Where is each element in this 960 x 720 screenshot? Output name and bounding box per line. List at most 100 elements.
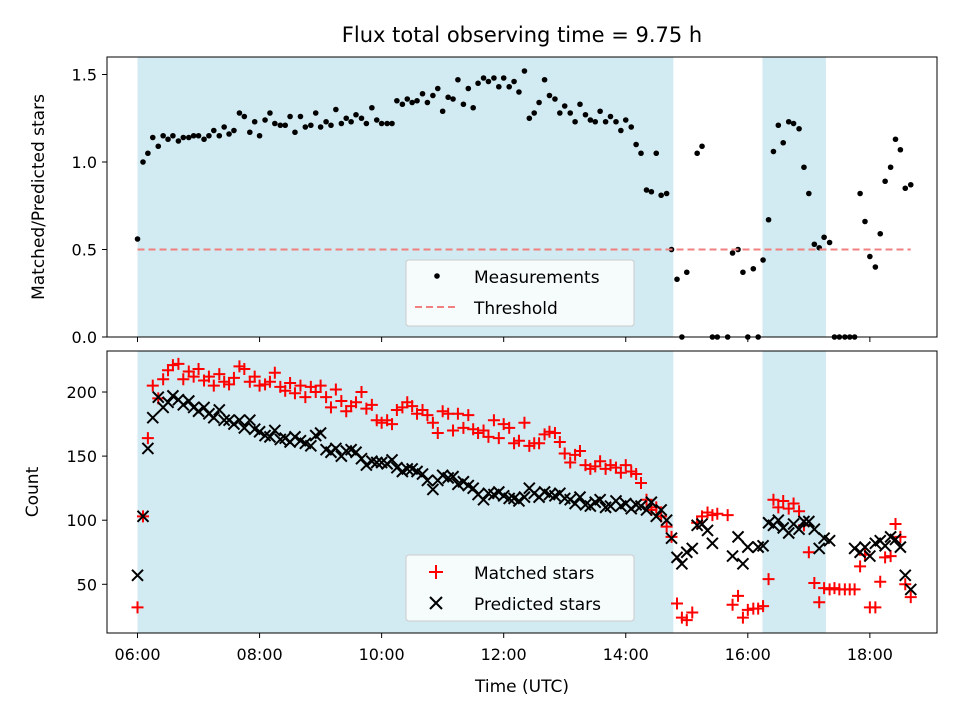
measurement-point (760, 257, 766, 263)
measurement-point (622, 117, 629, 123)
matched-star-point (660, 520, 673, 533)
measurement-point (597, 108, 603, 115)
measurement-point (267, 110, 273, 116)
matched-star-point (741, 603, 754, 616)
measurement-point (907, 181, 914, 188)
matched-star-point (884, 550, 897, 563)
matched-star-point (462, 409, 475, 422)
y-tick-label: 200 (66, 383, 97, 402)
matched-star-point (406, 400, 419, 413)
measurement-point (541, 76, 548, 83)
measurement-point (475, 80, 481, 87)
measurement-point (592, 118, 599, 125)
measurement-point (775, 122, 782, 129)
measurement-point (317, 124, 324, 130)
matched-star-point (213, 368, 226, 381)
top-axes-frame (106, 56, 938, 338)
predicted-star-point (217, 414, 231, 427)
measurement-point (226, 131, 232, 137)
matched-star-point (421, 409, 434, 422)
measurement-point (902, 185, 909, 192)
predicted-star-point (182, 394, 195, 408)
predicted-star-point (243, 414, 257, 427)
predicted-star-point (823, 534, 836, 547)
measurement-point (867, 253, 873, 260)
predicted-star-point (894, 540, 907, 554)
y-tick-label: 1.5 (72, 66, 97, 85)
measurement-point (683, 269, 690, 276)
matched-star-point (518, 416, 531, 429)
measurement-point (546, 92, 553, 99)
measurement-point (770, 148, 777, 155)
predicted-star-point (131, 569, 144, 582)
measurement-point (140, 159, 146, 165)
matched-star-point (329, 383, 342, 396)
measurement-point (740, 269, 746, 276)
predicted-star-point (329, 442, 343, 455)
x-tick-label: 16:00 (725, 645, 771, 664)
matched-star-point (874, 575, 887, 588)
measurement-point (460, 101, 467, 108)
measurement-point (149, 134, 156, 141)
predicted-star-point (634, 499, 648, 513)
legend-measurements-label: Measurements (474, 268, 600, 288)
predicted-star-point (731, 530, 745, 544)
observing-window-shade (762, 351, 826, 633)
measurement-point (526, 115, 533, 122)
predicted-star-point (426, 483, 440, 496)
matched-star-point (711, 507, 724, 520)
predicted-star-point (314, 426, 327, 440)
predicted-star-point (654, 503, 668, 517)
matched-star-point (447, 424, 460, 437)
bottom-axes-frame (106, 350, 938, 634)
measurement-point (343, 115, 350, 122)
predicted-star-point (416, 467, 429, 481)
measurement-point (607, 113, 614, 120)
predicted-star-point (197, 401, 211, 414)
measurement-point (323, 118, 329, 125)
predicted-star-point (161, 396, 175, 409)
matched-star-point (157, 373, 170, 386)
matched-star-point (640, 493, 653, 506)
matched-star-point (889, 518, 902, 531)
predicted-star-point (797, 515, 811, 528)
matched-star-point (248, 370, 261, 383)
matched-star-point (573, 444, 586, 457)
matched-star-point (294, 379, 307, 392)
measurement-point (521, 68, 528, 74)
measurement-point (516, 89, 522, 95)
predicted-star-point (568, 497, 582, 510)
predicted-star-point (701, 524, 714, 537)
x-tick-label: 08:00 (237, 645, 283, 664)
matched-star-point (365, 398, 378, 411)
y-tick-label: 0.0 (72, 328, 97, 347)
predicted-star-point (421, 474, 434, 487)
matched-star-point (564, 456, 577, 469)
matched-star-point (477, 424, 490, 437)
measurement-point (358, 115, 365, 122)
matched-star-point (172, 357, 185, 370)
measurement-point (256, 132, 263, 139)
measurement-point (297, 113, 304, 120)
predicted-star-point (136, 510, 150, 523)
matched-star-point (299, 391, 312, 404)
measurement-point (801, 164, 807, 171)
measurement-point (348, 118, 354, 125)
matched-star-point (320, 391, 333, 404)
measurement-point (134, 236, 141, 242)
predicted-star-point (736, 557, 750, 570)
predicted-star-point (360, 458, 373, 472)
y-tick-label: 50 (77, 575, 97, 594)
predicted-star-point (355, 452, 368, 465)
measurement-point (394, 97, 400, 104)
matched-star-point (512, 434, 525, 447)
matched-star-point (131, 601, 144, 614)
predicted-star-point (680, 546, 693, 559)
measurement-point (384, 120, 390, 127)
measurement-point (373, 117, 380, 123)
measurement-point (582, 111, 589, 118)
x-tick-label: 10:00 (359, 645, 405, 664)
matched-star-point (324, 401, 337, 414)
predicted-star-point (146, 411, 159, 424)
predicted-star-point (756, 539, 770, 553)
